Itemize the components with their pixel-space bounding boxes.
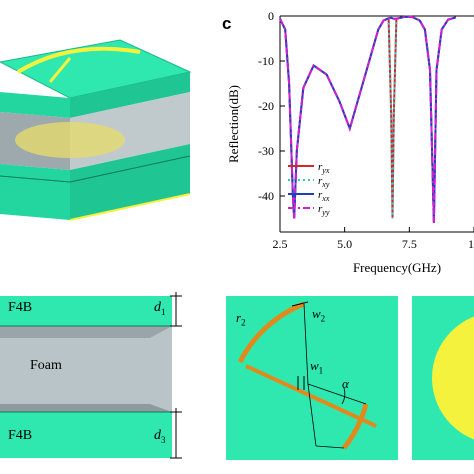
x-tick-label: 10 [468,237,474,251]
disk-pattern-diagram [412,296,474,460]
diagonal-strip [245,364,377,428]
top-f4b-layer [0,296,172,326]
bottom-f4b-layer [0,412,172,458]
top-slab-front [0,92,70,118]
x-axis-label: Frequency(GHz) [353,260,441,275]
y-tick-label: -30 [258,144,274,158]
top-arc-spoke [48,57,72,83]
unit-cell-3d-model [0,39,192,221]
y-tick-label: -10 [258,54,274,68]
x-tick-label: 7.5 [402,237,417,251]
series-line-r_xy [279,15,457,224]
yellow-disk [432,316,474,440]
series-line-r_yy [279,15,457,224]
arc-pattern-diagram [226,296,398,460]
bottom-slab-front [0,164,70,220]
legend-label-r_xy: rxy [318,175,330,189]
inner-disk [15,122,125,158]
series-line-r_xx [279,15,457,224]
top-slab-side [70,72,190,118]
cross-section-diagram [0,292,182,459]
dimension-d3-label: d3 [154,428,166,445]
foam-layer [0,326,172,412]
legend-label-r_xx: rxx [318,189,330,203]
w1-label: w1 [310,358,324,376]
dimension-d1-label: d1 [154,300,166,317]
alpha-label: α [342,376,349,391]
split-ring-arc-lower [342,403,369,450]
x-tick-label: 5.0 [337,237,352,251]
arc-cell-substrate [226,296,398,460]
series-line-r_yx [279,15,457,224]
top-layer-label: F4B [8,300,33,315]
y-tick-label: -20 [258,99,274,113]
bottom-layer-label: F4B [8,428,33,443]
top-arc-pattern [16,46,141,74]
legend-label-r_yy: ryy [318,203,330,217]
x-tick-label: 2.5 [273,237,288,251]
split-ring-arc [237,301,305,364]
legend-label-r_yx: ryx [318,161,330,175]
panel-label-c: c [222,14,232,33]
reflection-chart: 0 -10 -20 -30 -40 2.5 5.0 7.5 10 Frequency(GHz) Re… [226,9,474,275]
middle-layer-label: Foam [30,358,62,373]
y-tick-label: -40 [258,189,274,203]
y-axis-label: Reflection(dB) [226,85,241,163]
y-tick-label: 0 [268,9,274,23]
w2-label: w2 [312,306,326,324]
arc-radius-label: r2 [236,310,246,328]
